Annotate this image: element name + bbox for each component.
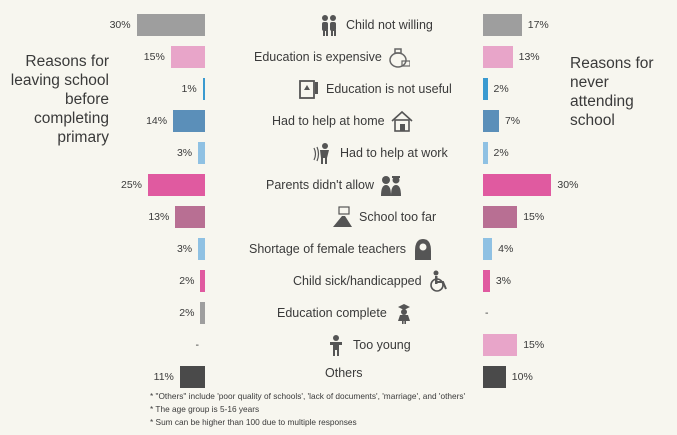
reason-text: Others: [325, 366, 363, 380]
road-school-icon: [331, 206, 353, 228]
footnote-others: * "Others" include 'poor quality of scho…: [150, 391, 466, 401]
reason-text: School too far: [359, 210, 437, 224]
reason-label: Education is not useful: [298, 78, 452, 100]
child-icon: [325, 334, 347, 356]
money-bag-icon: [388, 46, 410, 68]
reason-label: Education complete: [277, 302, 415, 324]
right-value-label: 17%: [527, 19, 549, 31]
right-bar: [483, 142, 488, 164]
right-bar: [483, 270, 490, 292]
left-bar: [200, 270, 205, 292]
reason-label: Child not willing: [318, 14, 433, 36]
left-value-label: 14%: [146, 115, 168, 127]
reason-label: Had to help at home: [272, 110, 413, 132]
left-bar: [202, 78, 205, 100]
book-broken-icon: [298, 78, 320, 100]
left-value-label: 2%: [179, 307, 195, 319]
left-value-label: 30%: [109, 19, 131, 31]
left-value-label: 25%: [120, 179, 142, 191]
left-value-label: 13%: [148, 211, 170, 223]
left-bar: [179, 366, 205, 388]
left-value-label: 1%: [181, 83, 197, 95]
reason-text: Education is expensive: [254, 50, 382, 64]
chart-row: 1% 2% Education is not useful: [0, 78, 677, 104]
reason-text: Parents didn't allow: [266, 178, 375, 192]
reason-label: Had to help at work: [312, 142, 448, 164]
right-value-label: -: [485, 307, 489, 319]
chart-row: 15% 13% Education is expensive: [0, 46, 677, 72]
female-teacher-icon: [412, 238, 434, 260]
right-value-label: 15%: [523, 211, 545, 223]
chart-row: 3% 4% Shortage of female teachers: [0, 238, 677, 264]
reason-label: Too young: [325, 334, 411, 356]
right-bar: [483, 238, 493, 260]
chart-row: 2% 3% Child sick/handicapped: [0, 270, 677, 296]
footnotes: * "Others" include 'poor quality of scho…: [150, 390, 465, 429]
left-bar: [148, 174, 205, 196]
chart-row: 14% 7% Had to help at home: [0, 110, 677, 136]
reason-text: Too young: [353, 338, 411, 352]
right-bar: [483, 14, 522, 36]
left-value-label: 11%: [153, 371, 174, 383]
right-value-label: 10%: [511, 371, 533, 383]
right-value-label: 15%: [523, 339, 545, 351]
right-value-label: 2%: [493, 83, 509, 95]
right-bar: [483, 78, 488, 100]
left-bar: [175, 206, 205, 228]
reason-text: Education complete: [277, 306, 387, 320]
right-panel-title: Reasons for never attending school: [570, 55, 654, 129]
left-value-label: 2%: [179, 275, 195, 287]
chart-row: 25% 30% Parents didn't allow: [0, 174, 677, 200]
left-bar: [173, 110, 205, 132]
reason-text: Had to help at work: [340, 146, 448, 160]
left-bar: [170, 46, 205, 68]
right-bar: [483, 46, 513, 68]
right-value-label: 4%: [498, 243, 514, 255]
parents-icon: [380, 174, 402, 196]
left-value-label: -: [195, 339, 200, 351]
reason-label: Others: [325, 366, 363, 380]
chart-row: - 15% Too young: [0, 334, 677, 360]
right-value-label: 7%: [504, 115, 521, 127]
reason-text: Education is not useful: [326, 82, 452, 96]
children-icon: [318, 14, 340, 36]
right-value-label: 3%: [495, 275, 512, 287]
house-icon: [391, 110, 413, 132]
reason-text: Had to help at home: [272, 114, 385, 128]
left-value-label: 3%: [176, 147, 193, 159]
left-value-label: 15%: [143, 51, 165, 63]
left-bar: [136, 14, 205, 36]
reason-label: Education is expensive: [254, 46, 410, 68]
chart-row: 2% - Education complete: [0, 302, 677, 328]
chart-row: 3% 2% Had to help at work: [0, 142, 677, 168]
right-bar: [483, 174, 552, 196]
chart-row: 11% 10% Others: [0, 366, 677, 392]
left-bar: [200, 302, 205, 324]
right-value-label: 13%: [518, 51, 540, 63]
chart-row: 13% 15% School too far: [0, 206, 677, 232]
right-bar: [483, 366, 506, 388]
right-bar: [483, 206, 518, 228]
footnote-age-group: * The age group is 5-16 years: [150, 404, 260, 414]
footnote-sum: * Sum can be higher than 100 due to mult…: [150, 417, 357, 427]
right-bar: [483, 334, 518, 356]
right-value-label: 2%: [493, 147, 509, 159]
left-value-label: 3%: [176, 243, 193, 255]
worker-icon: [312, 142, 334, 164]
chart-row: 30% 17% Child not willing: [0, 14, 677, 40]
wheelchair-icon: [428, 270, 450, 292]
reason-label: Parents didn't allow: [266, 174, 402, 196]
graduate-girl-icon: [393, 302, 415, 324]
left-bar: [198, 238, 205, 260]
reason-label: School too far: [331, 206, 436, 228]
left-bar: [198, 142, 205, 164]
reason-label: Child sick/handicapped: [293, 270, 450, 292]
right-value-label: 30%: [557, 179, 579, 191]
reason-text: Shortage of female teachers: [249, 242, 407, 256]
reason-label: Shortage of female teachers: [249, 238, 434, 260]
right-bar: [483, 110, 499, 132]
reason-text: Child not willing: [346, 18, 433, 32]
left-panel-title: Reasons for leaving school before comple…: [10, 53, 109, 146]
reason-text: Child sick/handicapped: [293, 274, 422, 288]
